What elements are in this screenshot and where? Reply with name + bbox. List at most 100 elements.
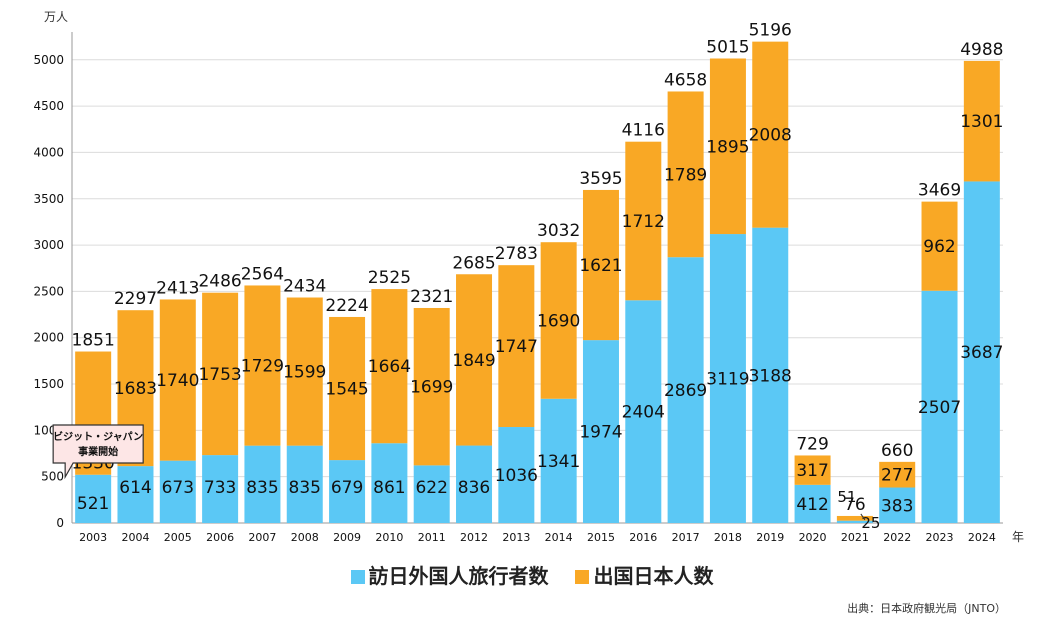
bar-visitors bbox=[921, 290, 958, 523]
data-label-visitors: 622 bbox=[415, 478, 447, 498]
x-tick-label: 2023 bbox=[926, 531, 954, 544]
data-label-visitors: 835 bbox=[246, 478, 278, 498]
bar-departures bbox=[413, 307, 450, 466]
data-label-departures: 277 bbox=[881, 466, 913, 486]
bar-visitors bbox=[159, 460, 196, 523]
y-tick-label: 3000 bbox=[33, 238, 64, 252]
bar-departures bbox=[879, 461, 916, 488]
bar-visitors bbox=[244, 445, 281, 523]
bar-departures bbox=[921, 201, 958, 291]
legend-swatch-visitors bbox=[350, 570, 365, 584]
data-label-departures: 962 bbox=[923, 237, 955, 257]
data-label-departures: 1683 bbox=[114, 379, 157, 399]
callout-line-2: 事業開始 bbox=[78, 445, 118, 458]
total-label: 3032 bbox=[537, 221, 580, 241]
bar-departures bbox=[456, 274, 493, 446]
bar-departures bbox=[159, 299, 196, 461]
bar-visitors bbox=[625, 300, 662, 523]
data-label-visitors: 836 bbox=[458, 478, 490, 498]
bar-departures bbox=[498, 265, 535, 428]
bar-visitors bbox=[667, 257, 704, 523]
bar-departures bbox=[582, 189, 619, 341]
x-axis-unit: 年 bbox=[1012, 530, 1025, 544]
data-label-departures: 1747 bbox=[495, 337, 538, 357]
bar-departures bbox=[794, 455, 831, 485]
bar-visitors bbox=[709, 234, 746, 523]
data-label-visitors: 3119 bbox=[706, 370, 749, 390]
x-tick-label: 2015 bbox=[587, 531, 615, 544]
data-label-visitors: 2869 bbox=[664, 381, 707, 401]
data-label-visitors: 521 bbox=[77, 494, 109, 514]
y-tick-label: 2500 bbox=[33, 284, 64, 298]
leader-line bbox=[860, 513, 866, 521]
total-label: 3595 bbox=[579, 169, 622, 189]
x-tick-label: 2020 bbox=[799, 531, 827, 544]
total-label: 4116 bbox=[622, 121, 665, 141]
total-label: 660 bbox=[881, 441, 913, 461]
y-tick-label: 5000 bbox=[33, 53, 64, 67]
bar-visitors bbox=[963, 181, 1000, 523]
bar-visitors bbox=[413, 465, 450, 523]
total-label: 2224 bbox=[325, 296, 368, 316]
data-label-visitors: 383 bbox=[881, 496, 913, 516]
bar-visitors bbox=[794, 484, 831, 523]
data-label-departures: 1301 bbox=[960, 112, 1003, 132]
data-label-departures: 317 bbox=[796, 461, 828, 481]
bar-visitors bbox=[540, 398, 577, 523]
legend-label-visitors: 訪日外国人旅行者数 bbox=[368, 564, 549, 588]
total-label: 1851 bbox=[72, 331, 115, 351]
x-tick-label: 2004 bbox=[121, 531, 149, 544]
x-tick-label: 2007 bbox=[248, 531, 276, 544]
x-tick-label: 2010 bbox=[375, 531, 403, 544]
bar-departures bbox=[625, 141, 662, 301]
y-tick-label: 2000 bbox=[33, 331, 64, 345]
y-tick-label: 1500 bbox=[33, 377, 64, 391]
bar-visitors bbox=[498, 427, 535, 523]
total-label: 5015 bbox=[706, 37, 749, 57]
x-tick-label: 2022 bbox=[883, 531, 911, 544]
bar-departures bbox=[752, 41, 789, 228]
data-label-visitors: 679 bbox=[331, 478, 363, 498]
y-tick-label: 500 bbox=[41, 470, 64, 484]
legend-label-departures: 出国日本人数 bbox=[593, 564, 714, 588]
data-label-visitors: 2404 bbox=[622, 403, 665, 423]
x-tick-label: 2016 bbox=[629, 531, 657, 544]
y-tick-label: 3500 bbox=[33, 192, 64, 206]
bar-departures bbox=[202, 292, 239, 456]
source-note: 出典：日本政府観光局（JNTO） bbox=[847, 602, 1006, 615]
bar-departures bbox=[836, 515, 873, 521]
data-label-visitors: 25 bbox=[861, 514, 880, 532]
bar-visitors bbox=[117, 466, 154, 523]
callout-box bbox=[52, 424, 144, 480]
bar-departures bbox=[244, 285, 281, 446]
data-label-visitors: 1341 bbox=[537, 452, 580, 472]
bar-visitors bbox=[202, 455, 239, 523]
stacked-bar-chart: 0500100015002000250030003500400045005000… bbox=[33, 21, 1003, 544]
data-label-visitors: 2507 bbox=[918, 398, 961, 418]
data-label-visitors: 835 bbox=[289, 478, 321, 498]
total-label: 76 bbox=[844, 495, 866, 515]
data-label-visitors: 1036 bbox=[495, 466, 538, 486]
legend-swatch-departures bbox=[575, 570, 590, 584]
x-tick-label: 2021 bbox=[841, 531, 869, 544]
data-label-departures: 1789 bbox=[664, 165, 707, 185]
data-label-departures: 1729 bbox=[241, 357, 284, 377]
bar-visitors bbox=[752, 227, 789, 523]
bar-visitors bbox=[371, 443, 408, 523]
data-label-visitors: 614 bbox=[119, 478, 151, 498]
total-label: 2321 bbox=[410, 287, 453, 307]
bar-departures bbox=[540, 242, 577, 399]
y-tick-label: 0 bbox=[56, 516, 64, 530]
x-tick-label: 2014 bbox=[545, 531, 573, 544]
x-tick-label: 2024 bbox=[968, 531, 996, 544]
y-axis-unit: 万人 bbox=[44, 10, 69, 24]
y-tick-label: 4000 bbox=[33, 145, 64, 159]
data-label-departures: 51 bbox=[837, 488, 856, 506]
data-label-departures: 1753 bbox=[198, 365, 241, 385]
total-label: 2783 bbox=[495, 244, 538, 264]
total-label: 3469 bbox=[918, 181, 961, 201]
data-label-departures: 1664 bbox=[368, 357, 411, 377]
data-label-visitors: 3687 bbox=[960, 343, 1003, 363]
x-tick-label: 2008 bbox=[291, 531, 319, 544]
total-label: 2486 bbox=[198, 272, 241, 292]
